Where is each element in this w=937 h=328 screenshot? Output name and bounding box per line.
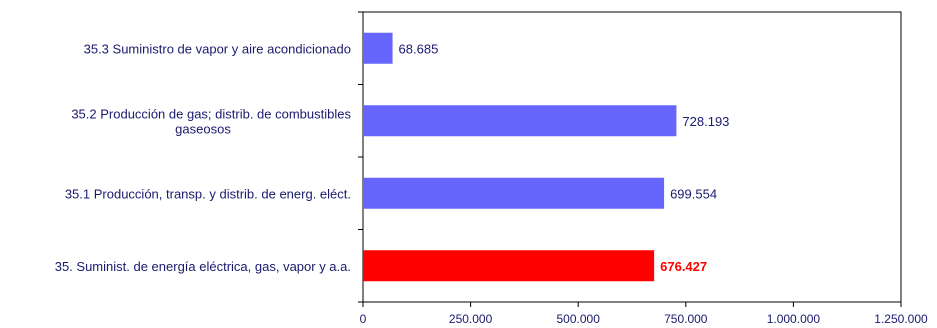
category-label-1: 35.2 Producción de gas; distrib. de comb… <box>71 106 351 136</box>
x-tick-label-0: 0 <box>360 312 367 326</box>
category-label-0-line-0: 35.3 Suministro de vapor y aire acondici… <box>84 41 351 56</box>
x-axis: 0 250.000 500.000 750.000 1.000.000 1.250.000 <box>360 302 928 326</box>
category-label-3: 35. Suminist. de energía eléctrica, gas,… <box>55 259 351 274</box>
x-tick-label-4: 1.000.000 <box>767 312 821 326</box>
x-tick-label-3: 750.000 <box>664 312 708 326</box>
category-labels-group: 35.3 Suministro de vapor y aire acondici… <box>55 41 352 274</box>
data-label-3: 676.427 <box>660 259 707 274</box>
bars-group <box>363 32 677 282</box>
category-label-3-line-0: 35. Suminist. de energía eléctrica, gas,… <box>55 259 351 274</box>
data-label-0: 68.685 <box>399 41 439 56</box>
bar-3 <box>363 250 655 282</box>
bar-2 <box>363 177 665 209</box>
category-label-2: 35.1 Producción, transp. y distrib. de e… <box>65 186 351 201</box>
data-label-2: 699.554 <box>670 186 717 201</box>
data-label-1: 728.193 <box>682 114 729 129</box>
category-label-0: 35.3 Suministro de vapor y aire acondici… <box>84 41 351 56</box>
category-label-2-line-0: 35.1 Producción, transp. y distrib. de e… <box>65 186 351 201</box>
x-tick-label-1: 250.000 <box>449 312 493 326</box>
category-label-1-line-0: 35.2 Producción de gas; distrib. de comb… <box>71 106 351 121</box>
data-labels-group: 68.685 728.193 699.554 676.427 <box>399 41 730 274</box>
category-label-1-line-1: gaseosos <box>175 121 231 136</box>
x-tick-label-2: 500.000 <box>557 312 601 326</box>
bar-0 <box>363 32 393 64</box>
x-tick-label-5: 1.250.000 <box>874 312 928 326</box>
bar-1 <box>363 105 677 137</box>
category-tick-marks <box>358 11 363 303</box>
